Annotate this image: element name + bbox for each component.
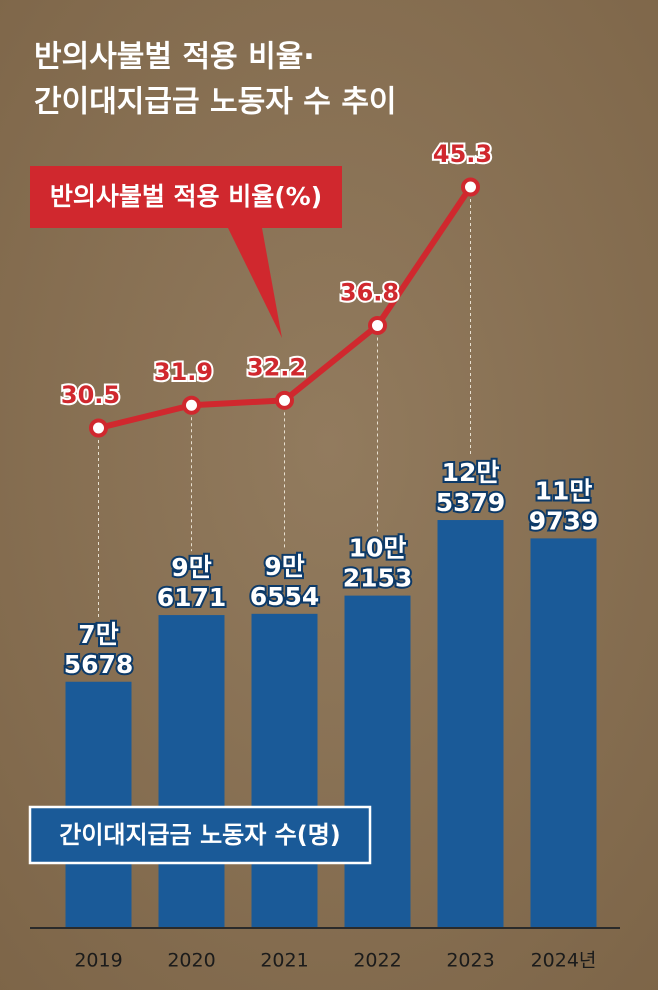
x-tick-label: 2023: [446, 950, 494, 972]
point: [182, 395, 201, 415]
x-tick-label: 2021: [260, 950, 308, 972]
chart-title: 간이대지급금 노동자 수 추이: [34, 85, 397, 120]
data-label: 10만: [349, 534, 407, 563]
x-tick-label: 2020: [167, 950, 215, 972]
bar: [158, 615, 225, 928]
data-label: 30.5: [61, 381, 120, 409]
bar: [530, 538, 597, 928]
legend-label: 반의사불벌 적용 비율(%): [50, 182, 322, 211]
x-tick-label: 2019: [74, 950, 122, 972]
point: [461, 177, 480, 197]
data-label: 31.9: [154, 358, 213, 386]
x-tick-label: 2022: [353, 950, 401, 972]
legend-pointer: [228, 228, 282, 338]
data-label: 9만: [264, 552, 304, 581]
data-label: 6554: [250, 582, 320, 611]
data-label: 9만: [171, 553, 211, 582]
legend-box: [28, 805, 372, 865]
data-label: 9739: [529, 506, 599, 535]
data-label: 6171: [157, 583, 227, 612]
data-label: 36.8: [340, 278, 399, 306]
point: [89, 418, 108, 438]
data-label: 32.2: [247, 353, 306, 381]
data-label: 45.3: [433, 140, 492, 168]
point: [275, 390, 294, 410]
bar: [344, 595, 411, 928]
legend-box: [30, 166, 342, 228]
data-label: 12만: [442, 458, 500, 487]
chart-title: 반의사불벌 적용 비율·: [34, 40, 315, 75]
data-label: 5379: [436, 488, 506, 517]
bar: [251, 613, 318, 928]
data-label: 11만: [535, 476, 593, 505]
data-label: 2153: [343, 564, 413, 593]
x-tick-label: 2024년: [531, 950, 597, 972]
data-label: 7만: [78, 620, 118, 649]
legend-label: 간이대지급금 노동자 수(명): [59, 821, 341, 849]
point: [368, 315, 387, 335]
bar: [437, 520, 504, 928]
bar: [65, 681, 132, 928]
data-label: 5678: [64, 650, 134, 679]
